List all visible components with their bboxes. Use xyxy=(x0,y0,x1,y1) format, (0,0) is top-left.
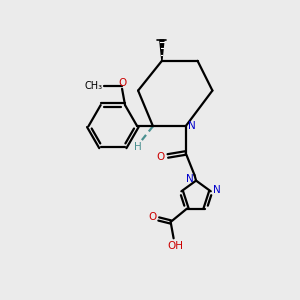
Text: N: N xyxy=(213,185,221,195)
Text: O: O xyxy=(118,78,126,88)
Text: OH: OH xyxy=(167,241,183,251)
Polygon shape xyxy=(160,40,164,61)
Text: N: N xyxy=(188,121,196,131)
Text: O: O xyxy=(156,152,164,162)
Text: CH₃: CH₃ xyxy=(85,81,103,91)
Text: O: O xyxy=(148,212,156,222)
Text: N: N xyxy=(186,174,194,184)
Text: H: H xyxy=(134,142,142,152)
